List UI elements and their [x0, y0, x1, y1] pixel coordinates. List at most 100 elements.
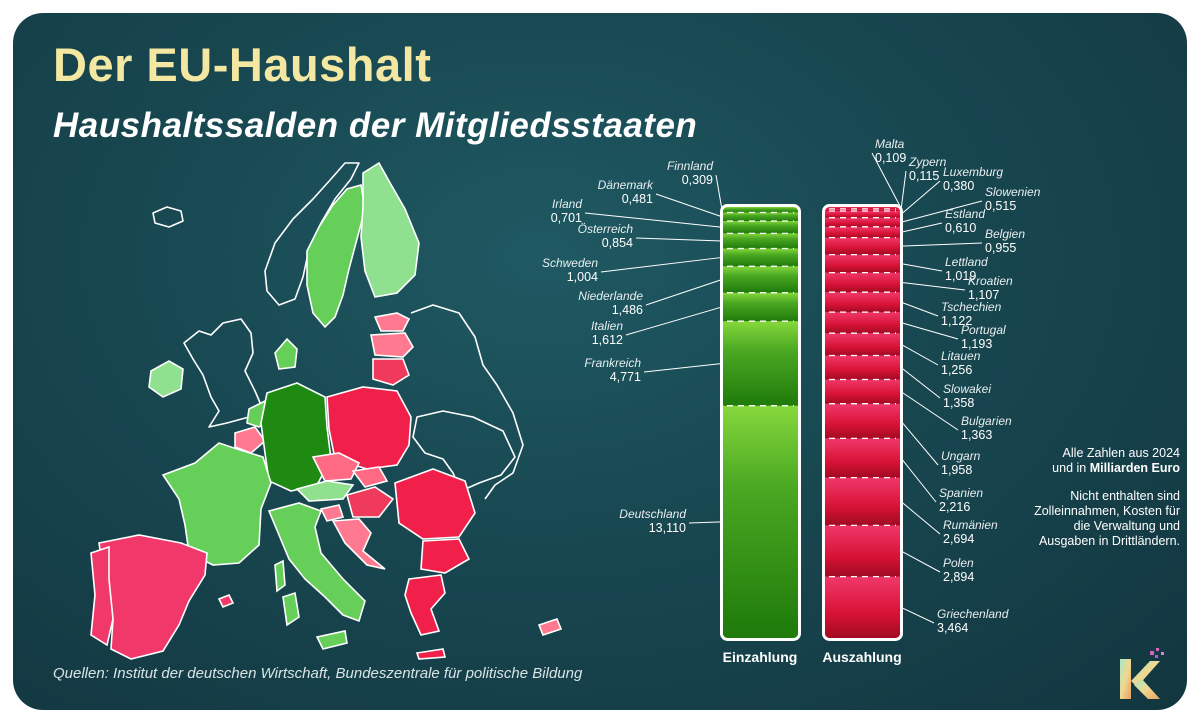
map-uk	[183, 318, 262, 428]
einzahlung-value-label: 1,004	[567, 270, 598, 284]
auszahlung-segment	[825, 312, 900, 334]
einzahlung-segment	[723, 233, 798, 249]
auszahlung-bar-frame	[822, 204, 903, 641]
einzahlung-bar-frame	[720, 204, 801, 641]
auszahlung-country-label: Spanien	[939, 486, 983, 500]
einzahlung-country-label: Schweden	[542, 256, 598, 270]
auszahlung-leader-line	[900, 322, 959, 340]
auszahlung-country-label: Slowakei	[943, 382, 991, 396]
auszahlung-leader-line	[900, 367, 941, 399]
einzahlung-country-label: Irland	[552, 197, 582, 211]
europe-map	[90, 161, 563, 660]
auszahlung-leader-line	[900, 606, 935, 624]
auszahlung-leader-line	[900, 457, 937, 503]
auszahlung-leader-line	[900, 222, 943, 233]
einzahlung-value-label: 0,854	[602, 236, 633, 250]
map-eastern-border	[410, 304, 524, 500]
auszahlung-value-label: 1,193	[961, 337, 992, 351]
auszahlung-segment	[825, 355, 900, 380]
einzahlung-leader-line	[715, 174, 723, 210]
map-cyprus	[537, 618, 563, 636]
map-ukraine	[412, 410, 516, 492]
map-bulgaria	[420, 538, 471, 574]
auszahlung-leader-line	[871, 152, 902, 209]
einzahlung-country-label: Frankreich	[584, 356, 641, 370]
auszahlung-value-label: 2,694	[943, 532, 974, 546]
map-finland	[360, 161, 420, 298]
map-norway	[264, 162, 360, 306]
auszahlung-leader-line	[900, 200, 983, 223]
auszahlung-segment	[825, 379, 900, 404]
auszahlung-value-label: 0,109	[875, 151, 906, 165]
auszahlung-value-label: 1,107	[968, 288, 999, 302]
auszahlung-segment	[825, 208, 900, 212]
auszahlung-segment	[825, 477, 900, 526]
auszahlung-value-label: 1,358	[943, 396, 974, 410]
auszahlung-value-label: 2,894	[943, 570, 974, 584]
map-sicily	[315, 630, 348, 650]
info-note: Alle Zahlen aus 2024 und in Milliarden Eu…	[1028, 446, 1180, 562]
einzahlung-leader-line	[600, 256, 723, 273]
map-italy	[267, 502, 366, 623]
auszahlung-value-label: 0,380	[943, 179, 974, 193]
einzahlung-value-label: 1,486	[612, 303, 643, 317]
einzahlung-leader-line	[655, 193, 723, 218]
map-greece	[404, 574, 446, 636]
auszahlung-country-label: Ungarn	[941, 449, 981, 463]
auszahlung-value-label: 0,115	[909, 169, 939, 183]
map-poland	[326, 386, 412, 470]
auszahlung-value-label: 1,958	[941, 463, 972, 477]
auszahlung-country-label: Tschechien	[941, 300, 1002, 314]
auszahlung-leader-line	[900, 263, 943, 272]
einzahlung-segment	[723, 212, 798, 222]
auszahlung-country-label: Rumänien	[943, 518, 998, 532]
auszahlung-value-label: 3,464	[937, 621, 968, 635]
einzahlung-country-label: Deutschland	[619, 507, 686, 521]
auszahlung-leader-line	[900, 180, 941, 215]
map-portugal	[90, 545, 114, 647]
auszahlung-leader-line	[900, 281, 966, 291]
auszahlung-value-label: 0,955	[985, 241, 1016, 255]
auszahlung-segment	[825, 333, 900, 356]
auszahlung-segment	[825, 403, 900, 439]
einzahlung-leader-line	[635, 237, 723, 242]
map-sardinia	[282, 591, 300, 627]
einzahlung-leader-line	[688, 521, 723, 524]
einzahlung-leader-line	[643, 362, 723, 373]
map-estonia	[373, 312, 411, 332]
auszahlung-segment	[825, 226, 900, 238]
map-slovakia	[351, 466, 389, 488]
auszahlung-country-label: Zypern	[908, 155, 947, 169]
note-unit: Alle Zahlen aus 2024 und in Milliarden Eu…	[1052, 446, 1180, 475]
map-romania	[394, 468, 476, 540]
auszahlung-leader-line	[900, 170, 907, 211]
infographic-card: Der EU-Haushalt Haushaltssalden der Mitg…	[13, 13, 1187, 710]
einzahlung-value-label: 0,481	[622, 192, 653, 206]
map-corsica	[274, 559, 286, 593]
einzahlung-segment	[723, 221, 798, 234]
einzahlung-segment	[723, 292, 798, 322]
einzahlung-country-label: Finnland	[667, 159, 713, 173]
map-france	[161, 442, 272, 566]
einzahlung-segment	[723, 321, 798, 406]
auszahlung-leader-line	[900, 242, 983, 247]
auszahlung-value-label: 1,122	[941, 314, 972, 328]
auszahlung-country-label: Polen	[943, 556, 974, 570]
auszahlung-segment	[825, 272, 900, 293]
auszahlung-country-label: Estland	[945, 207, 985, 221]
einzahlung-value-label: 4,771	[610, 370, 641, 384]
auszahlung-segment	[825, 576, 900, 639]
auszahlung-leader-line	[900, 301, 939, 317]
auszahlung-value-label: 1,363	[961, 428, 992, 442]
auszahlung-segment	[825, 211, 900, 218]
auszahlung-country-label: Bulgarien	[961, 414, 1012, 428]
einzahlung-value-label: 13,110	[649, 521, 686, 535]
note-disclaimer: Nicht enthalten sind Zolleinnahmen, Kost…	[1034, 489, 1180, 548]
auszahlung-segment	[825, 254, 900, 273]
page-subtitle: Haushaltssalden der Mitgliedsstaaten	[53, 106, 698, 145]
einzahlung-country-label: Niederlande	[578, 289, 643, 303]
auszahlung-country-label: Portugal	[961, 323, 1006, 337]
auszahlung-value-label: 0,610	[945, 221, 976, 235]
map-lithuania	[372, 358, 410, 386]
auszahlung-value-label: 1,256	[941, 363, 972, 377]
